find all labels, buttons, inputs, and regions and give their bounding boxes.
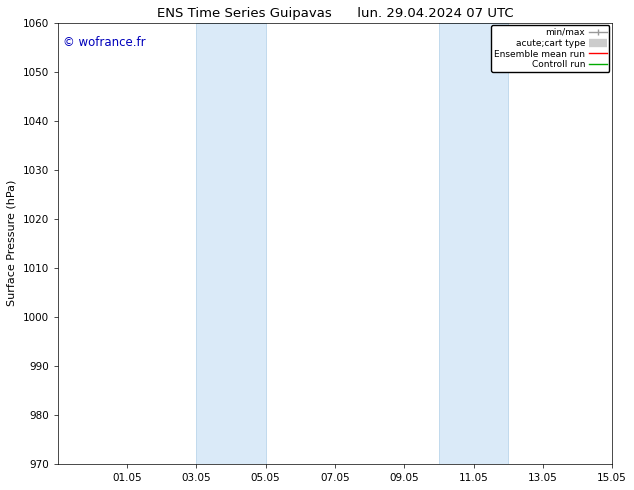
Text: © wofrance.fr: © wofrance.fr [63,36,146,49]
Legend: min/max, acute;cart type, Ensemble mean run, Controll run: min/max, acute;cart type, Ensemble mean … [491,25,609,72]
Bar [439,23,508,464]
Title: ENS Time Series Guipavas      lun. 29.04.2024 07 UTC: ENS Time Series Guipavas lun. 29.04.2024… [157,7,514,20]
Bar [197,23,266,464]
Y-axis label: Surface Pressure (hPa): Surface Pressure (hPa) [7,180,17,306]
